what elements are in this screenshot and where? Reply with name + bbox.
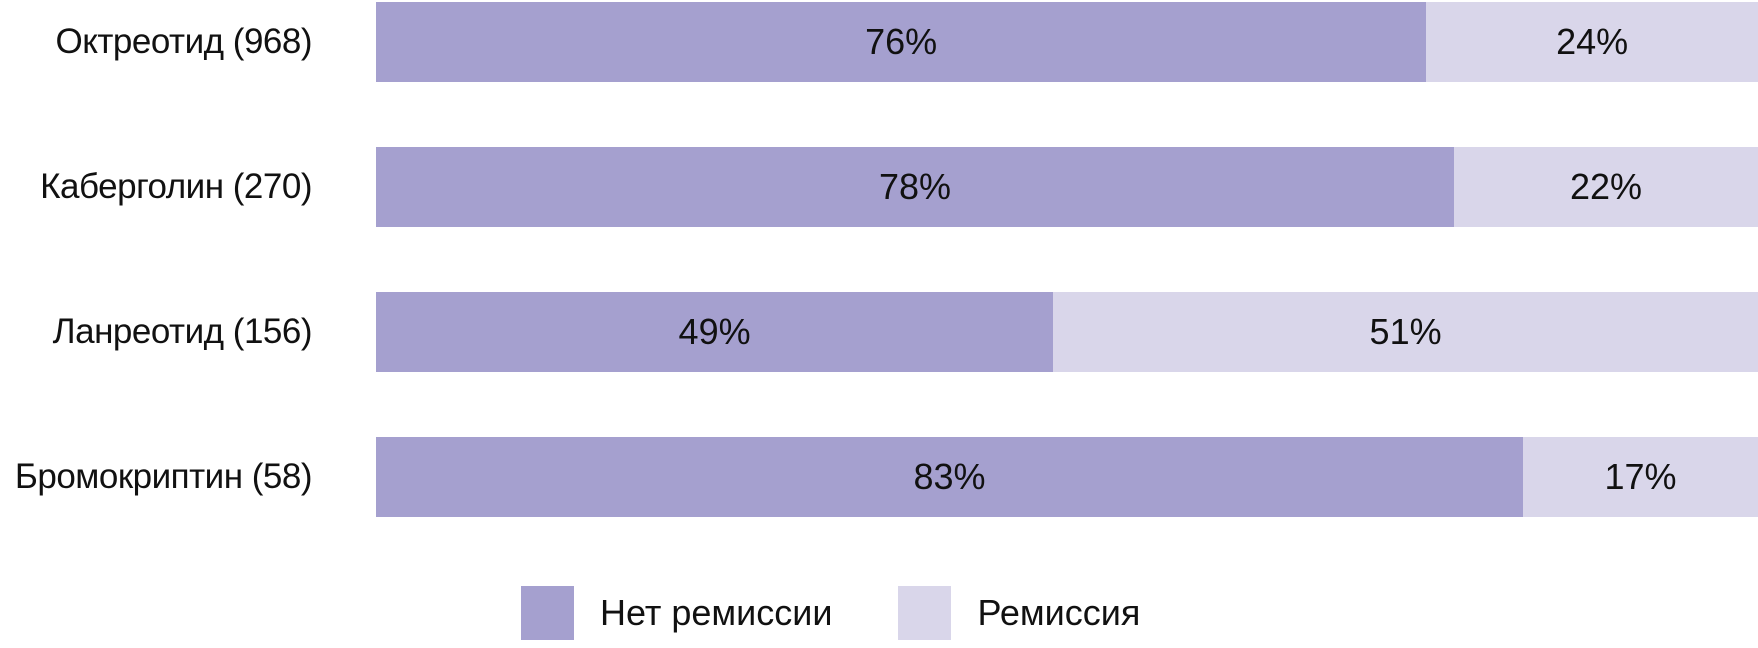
bar-segment-remission: 17%: [1523, 437, 1758, 517]
legend-swatch-no-remission: [521, 586, 574, 640]
value-label: 51%: [1369, 311, 1442, 352]
value-label: 83%: [913, 456, 986, 497]
bar-segment-remission: 22%: [1453, 147, 1758, 227]
bar-segment-no-remission: 78%: [376, 147, 1454, 227]
category-label: Октреотид (968): [55, 22, 312, 61]
value-label: 78%: [878, 166, 951, 207]
stacked-bar: 49% 51%: [376, 292, 1758, 372]
legend-item-remission: Ремиссия: [898, 586, 1140, 640]
bar-segment-remission: 51%: [1053, 292, 1758, 372]
value-label: 76%: [865, 21, 938, 62]
bar-row-kabergolin: Каберголин (270) 78% 22%: [0, 147, 1758, 227]
bar-row-lanreotid: Ланреотид (156) 49% 51%: [0, 292, 1758, 372]
category-label: Каберголин (270): [40, 167, 312, 206]
chart-plot-area: Октреотид (968) 76% 24% Каберголин (270)…: [0, 2, 1758, 517]
stacked-bar: 78% 22%: [376, 147, 1758, 227]
value-label: 24%: [1556, 21, 1629, 62]
legend-swatch-remission: [898, 586, 952, 640]
legend: Нет ремиссии Ремиссия: [521, 586, 1140, 640]
legend-item-no-remission: Нет ремиссии: [521, 586, 832, 640]
legend-label: Ремиссия: [977, 592, 1141, 633]
stacked-bar: 83% 17%: [376, 437, 1758, 517]
category-label: Бромокриптин (58): [14, 457, 313, 496]
value-label: 17%: [1604, 456, 1677, 497]
stacked-bar: 76% 24%: [376, 2, 1758, 82]
value-label: 49%: [678, 311, 751, 352]
category-label: Ланреотид (156): [52, 312, 313, 351]
bar-segment-remission: 24%: [1426, 2, 1758, 82]
bar-segment-no-remission: 83%: [376, 437, 1524, 517]
legend-label: Нет ремиссии: [600, 592, 833, 633]
bar-segment-no-remission: 49%: [376, 292, 1054, 372]
bar-row-bromokriptin: Бромокриптин (58) 83% 17%: [0, 437, 1758, 517]
bar-segment-no-remission: 76%: [376, 2, 1427, 82]
bar-row-oktreotid: Октреотид (968) 76% 24%: [0, 2, 1758, 82]
value-label: 22%: [1569, 166, 1642, 207]
